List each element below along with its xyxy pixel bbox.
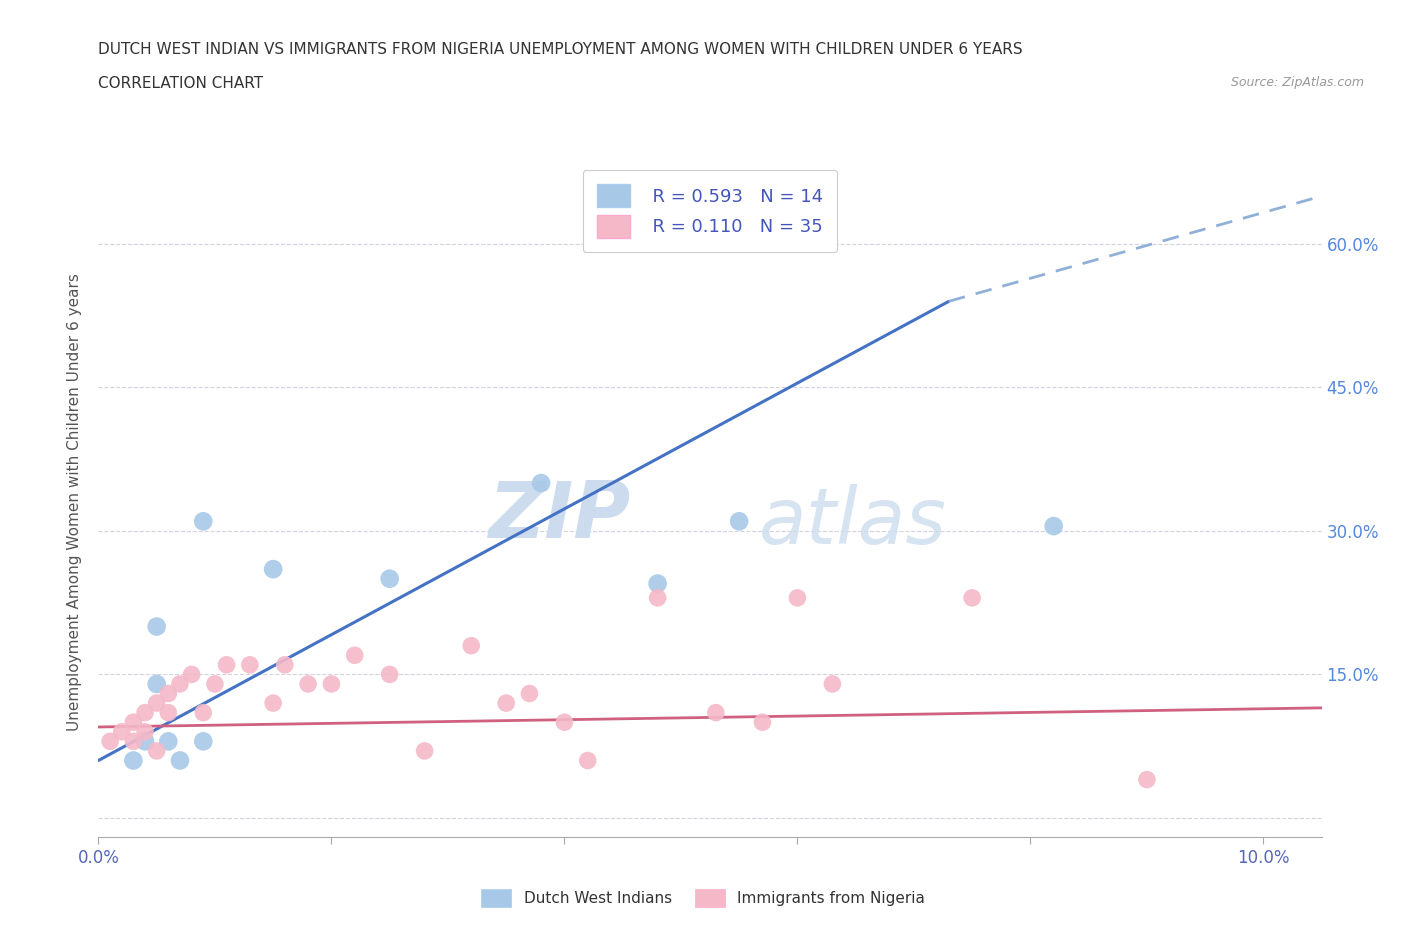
Point (413, 743, 436, 758)
Text: atlas: atlas (759, 485, 946, 560)
Point (145, 619, 167, 634)
Point (239, 658, 262, 672)
Point (647, 576, 669, 591)
Point (378, 667, 401, 682)
Point (378, 571, 401, 586)
Point (180, 667, 202, 682)
Point (169, 676, 191, 691)
Point (495, 696, 517, 711)
Point (157, 705, 180, 720)
Point (122, 734, 145, 749)
Point (704, 705, 727, 720)
Point (460, 638, 482, 653)
Point (960, 591, 983, 605)
Point (215, 658, 238, 672)
Point (343, 648, 366, 663)
Point (157, 686, 180, 701)
Point (98, 734, 121, 749)
Point (647, 591, 669, 605)
Point (145, 676, 167, 691)
Point (530, 475, 553, 490)
Point (553, 715, 575, 730)
Legend:   R = 0.593   N = 14,   R = 0.110   N = 35: R = 0.593 N = 14, R = 0.110 N = 35 (583, 170, 837, 252)
Point (576, 753, 599, 768)
Point (1136, 772, 1159, 787)
Point (145, 743, 167, 758)
Point (193, 514, 215, 529)
Text: ZIP: ZIP (488, 478, 630, 553)
Point (157, 734, 180, 749)
Point (274, 658, 297, 672)
Point (321, 676, 343, 691)
Point (204, 676, 226, 691)
Point (262, 562, 284, 577)
Point (111, 724, 134, 739)
Point (297, 676, 319, 691)
Text: CORRELATION CHART: CORRELATION CHART (98, 76, 263, 91)
Y-axis label: Unemployment Among Women with Children Under 6 years: Unemployment Among Women with Children U… (67, 273, 83, 731)
Point (145, 696, 167, 711)
Point (519, 686, 541, 701)
Legend: Dutch West Indians, Immigrants from Nigeria: Dutch West Indians, Immigrants from Nige… (475, 884, 931, 913)
Text: DUTCH WEST INDIAN VS IMMIGRANTS FROM NIGERIA UNEMPLOYMENT AMONG WOMEN WITH CHILD: DUTCH WEST INDIAN VS IMMIGRANTS FROM NIG… (98, 42, 1024, 57)
Point (821, 676, 844, 691)
Point (262, 696, 284, 711)
Text: Source: ZipAtlas.com: Source: ZipAtlas.com (1230, 76, 1364, 89)
Point (122, 715, 145, 730)
Point (751, 715, 773, 730)
Point (193, 734, 215, 749)
Point (786, 591, 808, 605)
Point (193, 705, 215, 720)
Point (134, 734, 156, 749)
Point (1042, 519, 1064, 534)
Point (169, 753, 191, 768)
Point (134, 724, 156, 739)
Point (122, 753, 145, 768)
Point (728, 514, 751, 529)
Point (134, 705, 156, 720)
